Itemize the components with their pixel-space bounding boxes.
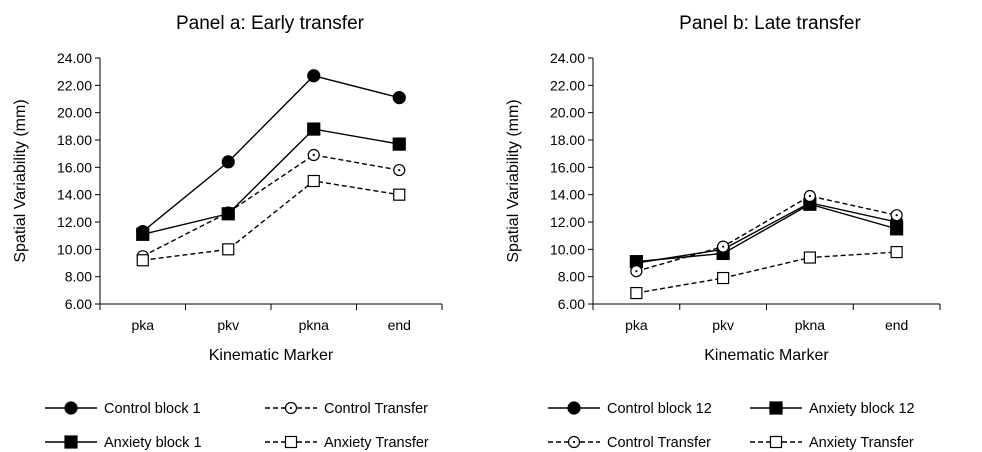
legend-item: Anxiety block 12 bbox=[750, 401, 915, 417]
y-tick-label: 24.00 bbox=[57, 50, 92, 66]
x-axis-label: Kinematic Marker bbox=[704, 347, 829, 364]
chart-title: Panel b: Late transfer bbox=[679, 13, 861, 34]
legend-marker bbox=[64, 401, 78, 415]
y-tick-label: 10.00 bbox=[57, 241, 92, 257]
legend-item: Anxiety Transfer bbox=[265, 435, 429, 451]
data-point-center-dot bbox=[312, 153, 315, 157]
legend-marker bbox=[567, 401, 581, 415]
data-point bbox=[221, 207, 235, 221]
legend-label: Control block 12 bbox=[607, 401, 712, 417]
y-tick-label: 22.00 bbox=[550, 77, 585, 93]
series-line-1 bbox=[636, 203, 897, 263]
y-tick-label: 20.00 bbox=[57, 105, 92, 121]
series-line-0 bbox=[636, 202, 897, 264]
data-point bbox=[222, 243, 235, 256]
x-tick-label: pkna bbox=[795, 317, 826, 333]
legend-item: Control block 1 bbox=[45, 401, 201, 417]
data-point-center-dot bbox=[808, 194, 811, 198]
data-point bbox=[221, 155, 235, 169]
data-point bbox=[393, 188, 406, 201]
series-markers-1 bbox=[136, 148, 406, 263]
series-markers-2 bbox=[136, 122, 406, 241]
series-markers-3 bbox=[630, 245, 903, 300]
data-point bbox=[803, 251, 816, 264]
data-point bbox=[717, 271, 730, 285]
y-tick-label: 16.00 bbox=[550, 159, 585, 175]
series-line-2 bbox=[636, 195, 897, 272]
data-point bbox=[630, 286, 643, 300]
x-axis-label: Kinematic Marker bbox=[209, 347, 334, 364]
y-tick-label: 18.00 bbox=[57, 132, 92, 148]
data-point-center-dot bbox=[635, 270, 638, 273]
x-tick-label: end bbox=[388, 317, 411, 333]
y-tick-label: 12.00 bbox=[550, 214, 585, 230]
data-point bbox=[890, 222, 904, 236]
legend-marker bbox=[284, 435, 298, 449]
series-markers-3 bbox=[136, 174, 406, 267]
legend-marker bbox=[769, 401, 783, 415]
panel-b: Panel b: Late transfer 6.00 8.00 10.00 12.00… bbox=[505, 13, 941, 451]
y-tick-label: 14.00 bbox=[57, 187, 92, 203]
legend-label: Control block 1 bbox=[104, 401, 201, 417]
data-point bbox=[392, 91, 406, 105]
x-tick-label: pkv bbox=[217, 317, 239, 333]
series-line-2 bbox=[142, 128, 400, 235]
y-tick-label: 8.00 bbox=[558, 269, 585, 285]
panel-a: Panel a: Early transfer 6.00 8.00 10.00 12.0… bbox=[12, 13, 443, 451]
series-line-3 bbox=[636, 251, 897, 294]
legend-marker bbox=[64, 435, 78, 449]
legend-marker-center-dot bbox=[289, 406, 293, 410]
legend-item: Anxiety Transfer bbox=[750, 435, 914, 451]
legend-marker bbox=[769, 435, 783, 449]
legend-label: Anxiety block 1 bbox=[104, 435, 202, 451]
y-tick-label: 6.00 bbox=[65, 296, 92, 312]
legend-label: Anxiety block 12 bbox=[809, 401, 915, 417]
series-line-3 bbox=[142, 180, 400, 261]
data-point bbox=[307, 122, 321, 136]
series-markers-0 bbox=[136, 69, 406, 239]
y-tick-label: 16.00 bbox=[57, 159, 92, 175]
y-tick-label: 10.00 bbox=[550, 241, 585, 257]
x-tick-label: pkna bbox=[299, 317, 330, 333]
data-point-center-dot bbox=[398, 168, 401, 172]
x-tick-label: pkv bbox=[712, 317, 734, 333]
y-tick-label: 14.00 bbox=[550, 187, 585, 203]
data-point-center-dot bbox=[895, 214, 898, 217]
series-markers-2 bbox=[630, 189, 903, 278]
legend-label: Anxiety Transfer bbox=[324, 435, 429, 451]
legend-label: Anxiety Transfer bbox=[809, 435, 914, 451]
series-line-0 bbox=[142, 74, 400, 233]
x-tick-label: end bbox=[885, 317, 908, 333]
y-tick-label: 18.00 bbox=[550, 132, 585, 148]
y-tick-label: 6.00 bbox=[558, 296, 585, 312]
data-point-center-dot bbox=[722, 245, 725, 248]
data-point bbox=[307, 174, 320, 188]
y-tick-label: 12.00 bbox=[57, 214, 92, 230]
data-point bbox=[890, 245, 903, 259]
y-tick-label: 8.00 bbox=[65, 269, 92, 285]
legend-item: Control Transfer bbox=[548, 435, 711, 451]
legend-item: Control block 12 bbox=[548, 401, 712, 417]
legend-item: Anxiety block 1 bbox=[45, 435, 202, 451]
x-tick-label: pka bbox=[131, 317, 154, 333]
x-tick-label: pka bbox=[625, 317, 648, 333]
data-point bbox=[392, 137, 406, 151]
y-tick-label: 24.00 bbox=[550, 50, 585, 66]
data-point bbox=[136, 227, 150, 241]
y-tick-label: 20.00 bbox=[550, 105, 585, 121]
data-point bbox=[307, 69, 321, 83]
series-line-1 bbox=[142, 154, 400, 257]
legend-marker-center-dot bbox=[572, 440, 576, 444]
chart-title: Panel a: Early transfer bbox=[176, 13, 365, 34]
legend-label: Control Transfer bbox=[607, 435, 711, 451]
y-axis-label: Spatial Variability (mm) bbox=[12, 99, 29, 262]
legend: Control block 1 Control Transfer Anxiety b… bbox=[45, 401, 429, 451]
y-tick-label: 22.00 bbox=[57, 77, 92, 93]
legend-item: Control Transfer bbox=[265, 401, 428, 417]
y-axis-label: Spatial Variability (mm) bbox=[505, 99, 522, 262]
data-point bbox=[136, 254, 149, 267]
legend: Control block 12 Anxiety block 12 Control … bbox=[548, 401, 915, 451]
legend-label: Control Transfer bbox=[324, 401, 428, 417]
